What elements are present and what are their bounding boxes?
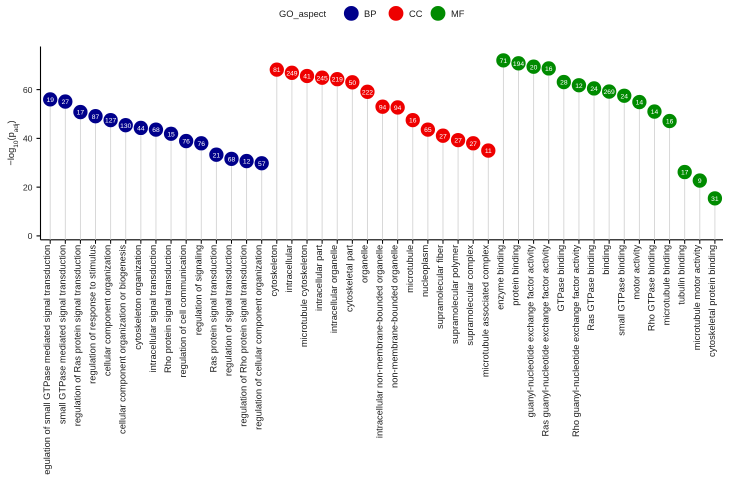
svg-text:219: 219 [332, 77, 343, 84]
svg-text:14: 14 [636, 100, 644, 107]
svg-text:0: 0 [28, 231, 33, 241]
svg-text:44: 44 [137, 126, 145, 133]
svg-text:intracellular: intracellular [284, 245, 294, 293]
svg-text:68: 68 [228, 156, 236, 163]
svg-text:Ras GTPase binding: Ras GTPase binding [586, 245, 596, 331]
svg-text:supramolecular fiber: supramolecular fiber [435, 245, 445, 329]
svg-text:16: 16 [545, 66, 553, 73]
svg-text:intracellular organelle: intracellular organelle [329, 245, 339, 333]
svg-text:supramolecular complex: supramolecular complex [465, 244, 475, 345]
svg-text:11: 11 [485, 148, 492, 155]
svg-text:supramolecular polymer: supramolecular polymer [450, 245, 460, 344]
svg-text:57: 57 [258, 161, 266, 168]
svg-text:binding: binding [601, 245, 611, 275]
svg-text:microtubule binding: microtubule binding [662, 245, 672, 326]
svg-text:GO_aspect: GO_aspect [279, 9, 326, 19]
svg-text:regulation of Rho protein sign: regulation of Rho protein signal transdu… [239, 245, 249, 427]
svg-text:cellular component organizatio: cellular component organization or bioge… [118, 244, 128, 434]
svg-text:GTPase binding: GTPase binding [556, 245, 566, 312]
svg-text:cellular component organizatio: cellular component organization [103, 245, 113, 376]
svg-text:microtubule: microtubule [405, 245, 415, 293]
svg-text:249: 249 [286, 70, 297, 77]
svg-text:94: 94 [394, 105, 402, 112]
svg-text:enzyme binding: enzyme binding [495, 245, 505, 310]
svg-text:269: 269 [604, 89, 615, 96]
svg-text:41: 41 [303, 74, 311, 81]
svg-text:tubulin binding: tubulin binding [677, 245, 687, 305]
svg-text:nucleoplasm: nucleoplasm [420, 245, 430, 297]
svg-text:68: 68 [152, 127, 160, 134]
svg-text:17: 17 [681, 170, 689, 177]
svg-text:24: 24 [590, 86, 598, 93]
svg-text:organelle: organelle [359, 245, 369, 283]
svg-text:40: 40 [23, 134, 33, 144]
svg-text:94: 94 [379, 104, 387, 111]
svg-text:60: 60 [23, 85, 33, 95]
svg-text:12: 12 [575, 83, 583, 90]
svg-text:MF: MF [451, 9, 465, 19]
svg-text:Rho protein signal transductio: Rho protein signal transduction [163, 245, 173, 373]
svg-text:regulation of response to stim: regulation of response to stimulus [88, 244, 98, 383]
svg-text:24: 24 [621, 93, 629, 100]
svg-text:regulation of small GTPase med: regulation of small GTPase mediated sign… [42, 245, 52, 475]
svg-text:27: 27 [62, 99, 70, 106]
svg-text:19: 19 [46, 97, 54, 104]
svg-text:Ras guanyl-nucleotide exchange: Ras guanyl-nucleotide exchange factor ac… [541, 244, 551, 436]
svg-text:50: 50 [349, 80, 357, 87]
svg-text:194: 194 [513, 61, 524, 68]
svg-text:27: 27 [454, 138, 462, 145]
svg-text:12: 12 [243, 159, 251, 166]
svg-text:65: 65 [424, 127, 432, 134]
svg-text:17: 17 [77, 110, 85, 117]
svg-text:cytoskeleton: cytoskeleton [269, 245, 279, 297]
svg-text:small GTPase mediated signal t: small GTPase mediated signal transductio… [57, 245, 67, 424]
svg-text:Rho GTPase binding: Rho GTPase binding [646, 245, 656, 331]
svg-text:CC: CC [409, 9, 423, 19]
svg-text:intracellular non-membrane-bou: intracellular non-membrane-bounded organ… [375, 245, 385, 438]
svg-text:28: 28 [560, 80, 568, 87]
svg-text:81: 81 [273, 67, 281, 74]
svg-text:20: 20 [530, 64, 538, 71]
svg-text:cytoskeletal protein binding: cytoskeletal protein binding [707, 245, 717, 357]
svg-text:microtubule cytoskeleton: microtubule cytoskeleton [299, 245, 309, 347]
svg-text:regulation of signaling: regulation of signaling [193, 245, 203, 335]
svg-text:222: 222 [362, 89, 373, 96]
svg-text:regulation of cellular compone: regulation of cellular component organiz… [254, 245, 264, 430]
svg-text:71: 71 [500, 58, 508, 65]
svg-text:microtubule motor activity: microtubule motor activity [692, 244, 702, 350]
svg-text:protein binding: protein binding [511, 245, 521, 306]
svg-text:microtubule associated complex: microtubule associated complex [480, 244, 490, 377]
svg-text:regulation of signal transduct: regulation of signal transduction [223, 245, 233, 376]
svg-text:cytoskeletal part: cytoskeletal part [344, 244, 354, 312]
svg-text:27: 27 [469, 141, 477, 148]
svg-text:27: 27 [439, 133, 447, 140]
svg-text:31: 31 [711, 196, 719, 203]
svg-text:intracellular signal transduct: intracellular signal transduction [148, 245, 158, 373]
svg-text:21: 21 [213, 152, 221, 159]
svg-text:87: 87 [92, 114, 100, 121]
svg-text:intracellular part: intracellular part [314, 244, 324, 311]
svg-text:Rho guanyl-nucleotide exchange: Rho guanyl-nucleotide exchange factor ac… [571, 244, 581, 437]
svg-text:regulation of cell communicati: regulation of cell communication [178, 245, 188, 378]
svg-text:16: 16 [409, 118, 417, 125]
svg-text:76: 76 [182, 139, 190, 146]
svg-text:14: 14 [651, 109, 659, 116]
svg-text:16: 16 [666, 119, 674, 126]
svg-text:guanyl-nucleotide exchange fac: guanyl-nucleotide exchange factor activi… [526, 244, 536, 417]
svg-text:76: 76 [198, 141, 206, 148]
svg-text:20: 20 [23, 182, 33, 192]
svg-text:motor activity: motor activity [631, 244, 641, 299]
svg-text:regulation of Ras protein sign: regulation of Ras protein signal transdu… [72, 245, 82, 426]
svg-text:cytoskeleton organization: cytoskeleton organization [133, 245, 143, 350]
svg-text:127: 127 [105, 118, 116, 125]
svg-text:BP: BP [364, 9, 376, 19]
svg-text:130: 130 [120, 123, 131, 130]
svg-text:non-membrane-bounded organelle: non-membrane-bounded organelle [390, 245, 400, 388]
svg-text:9: 9 [698, 178, 702, 185]
svg-text:Ras protein signal transductio: Ras protein signal transduction [208, 245, 218, 373]
svg-text:245: 245 [317, 75, 328, 82]
svg-text:15: 15 [167, 131, 175, 138]
svg-text:small GTPase binding: small GTPase binding [616, 245, 626, 336]
